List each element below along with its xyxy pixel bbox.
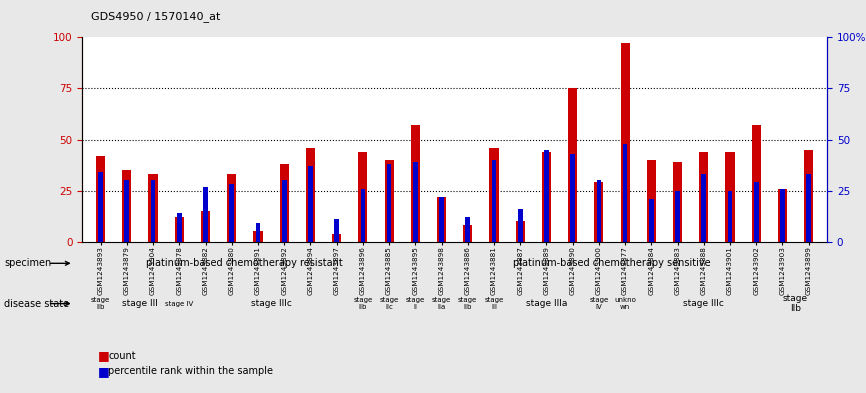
Bar (437, 197, 446, 242)
Bar (515, 221, 525, 242)
Bar (306, 148, 315, 242)
Text: stage
IIc: stage IIc (379, 297, 398, 310)
Bar (413, 162, 417, 242)
Text: GDS4950 / 1570140_at: GDS4950 / 1570140_at (91, 11, 220, 22)
Bar (727, 191, 733, 242)
Bar (148, 174, 158, 242)
Text: stage
IIb: stage IIb (353, 297, 372, 310)
Bar (699, 152, 708, 242)
Bar (332, 233, 341, 242)
Text: stage
IIb: stage IIb (91, 297, 110, 310)
Bar (227, 174, 236, 242)
Bar (280, 164, 288, 242)
Text: platinum-based chemotherapy sensitive: platinum-based chemotherapy sensitive (514, 258, 711, 268)
Bar (96, 156, 105, 242)
Bar (122, 170, 132, 242)
Bar (597, 180, 601, 242)
Bar (281, 180, 287, 242)
Bar (621, 44, 630, 242)
Text: percentile rank within the sample: percentile rank within the sample (108, 366, 274, 376)
Bar (439, 197, 444, 242)
Bar (805, 150, 813, 242)
Text: unkno
wn: unkno wn (614, 297, 636, 310)
Bar (254, 231, 262, 242)
Bar (177, 213, 182, 242)
Bar (334, 219, 339, 242)
Text: stage IIIa: stage IIIa (526, 299, 567, 308)
Bar (463, 225, 472, 242)
Bar (518, 209, 522, 242)
Bar (780, 189, 785, 242)
Text: ■: ■ (98, 365, 110, 378)
Bar (752, 125, 761, 242)
Bar (204, 187, 208, 242)
Text: stage
IIb: stage IIb (783, 294, 808, 313)
Bar (410, 125, 420, 242)
Text: count: count (108, 351, 136, 361)
Text: stage III: stage III (122, 299, 158, 308)
Text: stage
III: stage III (484, 297, 504, 310)
Bar (151, 180, 155, 242)
Bar (726, 152, 734, 242)
Bar (542, 152, 551, 242)
Text: stage IIIc: stage IIIc (683, 299, 724, 308)
Text: stage IIIc: stage IIIc (250, 299, 292, 308)
Bar (754, 182, 759, 242)
Bar (623, 143, 628, 242)
Bar (255, 223, 261, 242)
Bar (229, 184, 234, 242)
Bar (673, 162, 682, 242)
Text: disease state: disease state (4, 299, 69, 309)
Bar (778, 189, 787, 242)
Bar (594, 182, 604, 242)
Bar (360, 189, 365, 242)
Bar (359, 152, 367, 242)
Bar (175, 217, 184, 242)
Bar (465, 217, 470, 242)
Bar (308, 166, 313, 242)
Bar (571, 154, 575, 242)
Bar (385, 160, 394, 242)
Bar (675, 191, 680, 242)
Text: specimen: specimen (4, 258, 52, 268)
Bar (492, 160, 496, 242)
Text: stage
IIb: stage IIb (458, 297, 477, 310)
Bar (544, 150, 549, 242)
Bar (568, 88, 578, 242)
Text: stage
IV: stage IV (589, 297, 609, 310)
Text: stage
II: stage II (405, 297, 425, 310)
Bar (125, 180, 129, 242)
Bar (489, 148, 499, 242)
Bar (387, 164, 391, 242)
Bar (201, 211, 210, 242)
Bar (98, 172, 103, 242)
Bar (806, 174, 811, 242)
Text: stage IV: stage IV (165, 301, 193, 307)
Bar (701, 174, 706, 242)
Text: platinum-based chemotherapy resistant: platinum-based chemotherapy resistant (146, 258, 343, 268)
Bar (647, 160, 656, 242)
Text: ■: ■ (98, 349, 110, 362)
Bar (649, 199, 654, 242)
Text: stage
IIa: stage IIa (432, 297, 451, 310)
